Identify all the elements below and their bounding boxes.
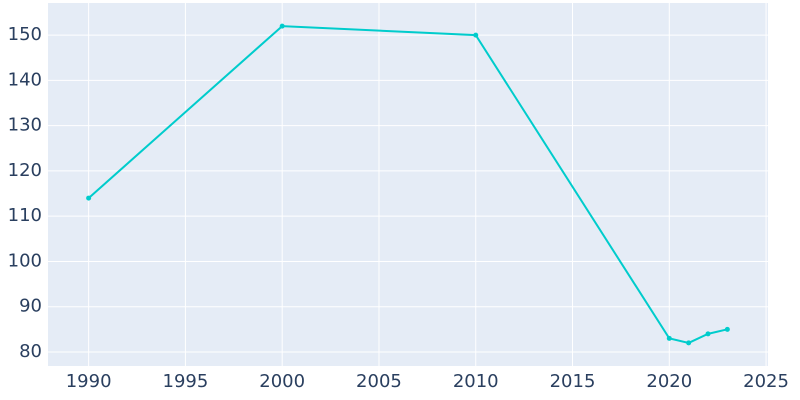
y-tick-label: 120 — [8, 160, 42, 181]
point — [666, 335, 672, 341]
y-tick-label: 80 — [19, 341, 42, 362]
point — [705, 331, 711, 337]
x-tick-label: 1990 — [66, 371, 112, 392]
y-tick-label: 100 — [8, 250, 42, 271]
x-tick-label: 2025 — [743, 371, 789, 392]
point — [279, 23, 285, 29]
x-tick-label: 2005 — [356, 371, 402, 392]
point — [473, 32, 479, 38]
x-tick-label: 2010 — [453, 371, 499, 392]
y-tick-label: 140 — [8, 69, 42, 90]
x-tick-label: 2000 — [259, 371, 305, 392]
y-tick-label: 90 — [19, 296, 42, 317]
y-tick-label: 150 — [8, 24, 42, 45]
point — [86, 195, 92, 201]
x-tick-label: 2020 — [646, 371, 692, 392]
x-tick-label: 1995 — [163, 371, 209, 392]
plot-area — [48, 3, 768, 366]
x-tick-label: 2015 — [550, 371, 596, 392]
point — [686, 340, 692, 346]
y-tick-label: 130 — [8, 115, 42, 136]
y-tick-label: 110 — [8, 205, 42, 226]
point — [724, 326, 730, 332]
